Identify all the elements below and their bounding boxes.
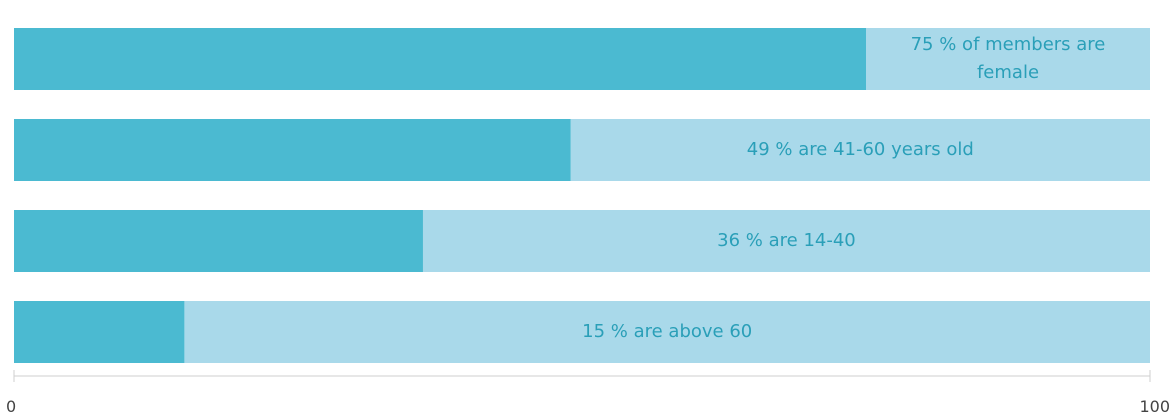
bar-remainder-2 [570, 119, 1150, 181]
bar-3 [14, 210, 423, 272]
bar-remainder-4 [184, 301, 1150, 363]
bar-label-2: 49 % are 41-60 years old [747, 139, 974, 160]
bar-1 [14, 28, 866, 90]
bars-layer [14, 28, 1151, 363]
bar-label-1: 75 % of members are female [911, 34, 1106, 83]
bar-2 [14, 119, 571, 181]
x-tick-label-0: 0 [6, 397, 16, 416]
bar-label-4: 15 % are above 60 [582, 321, 752, 342]
labels-layer: 75 % of members are female 49 % are 41-60 … [582, 34, 1105, 342]
bar-4 [14, 301, 185, 363]
x-tick-label-100: 100 [1139, 397, 1170, 416]
bar-remainder-3 [422, 210, 1151, 272]
bar-label-3: 36 % are 14-40 [717, 230, 856, 251]
bar-remainder-1 [866, 28, 1150, 90]
x-axis: 0 100 [6, 370, 1170, 416]
